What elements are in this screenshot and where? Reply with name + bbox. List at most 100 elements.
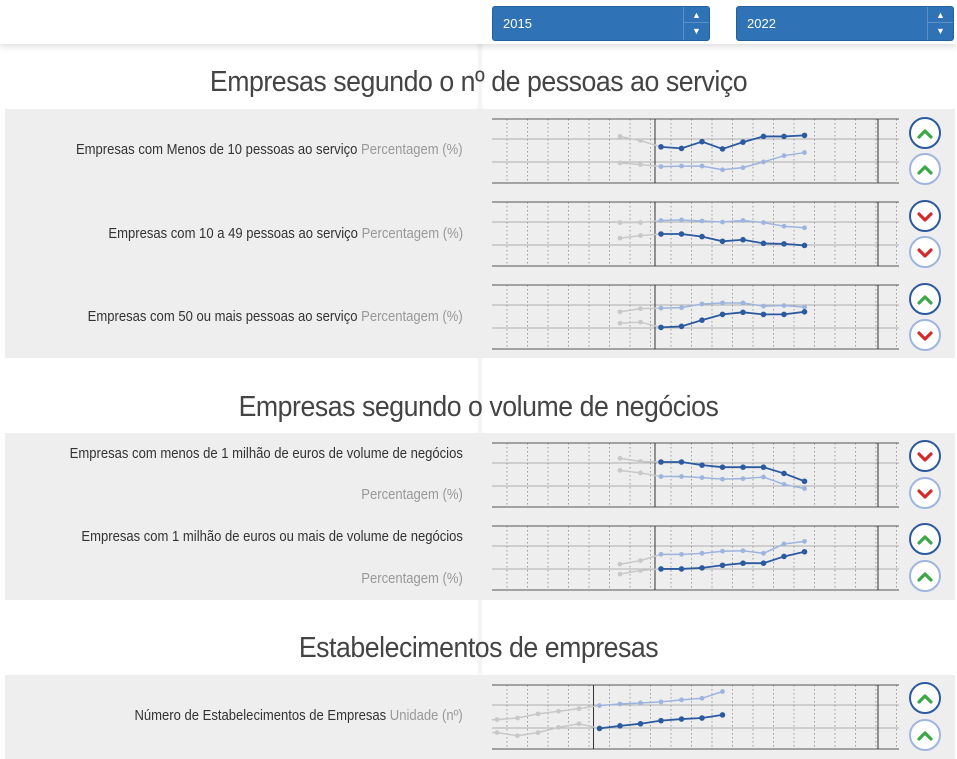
previous-period-point	[617, 160, 623, 166]
start-year-spin-controls: ▲ ▼	[683, 7, 709, 40]
previous-period-point	[576, 721, 582, 727]
start-year-spinner[interactable]: 2015 ▲ ▼	[492, 6, 710, 41]
series-point-dark	[699, 715, 705, 721]
series-point-light	[720, 689, 725, 694]
previous-period-point	[617, 571, 623, 577]
series-point-light	[761, 220, 766, 225]
trend-indicator	[909, 283, 941, 315]
series-point-light	[802, 150, 807, 155]
series-point-dark	[740, 309, 746, 316]
previous-period-point	[556, 708, 561, 714]
series-point-light	[781, 303, 787, 308]
series-point-light	[761, 550, 766, 556]
series-point-light	[720, 300, 725, 306]
chevron-up-icon	[917, 731, 933, 741]
panel-turnover	[5, 433, 955, 600]
series-point-light	[699, 475, 705, 480]
previous-period-point	[638, 306, 643, 312]
indicator-name: Empresas com 50 ou mais pessoas ao servi…	[87, 309, 358, 325]
indicator-name: Empresas com menos de 1 milhão de euros …	[69, 446, 463, 462]
series-point-dark	[678, 459, 685, 465]
series-point-dark	[658, 324, 664, 331]
chevron-down-icon	[917, 248, 933, 258]
end-year-spin-controls: ▲ ▼	[927, 7, 953, 40]
series-point-light	[699, 695, 705, 701]
series-point-light	[781, 481, 787, 487]
previous-period-point	[515, 733, 520, 739]
chevron-up-icon	[917, 129, 933, 139]
series-point-dark	[678, 566, 685, 572]
previous-period-point	[617, 467, 623, 473]
chevron-stroke	[917, 331, 933, 341]
sparkline-chart	[492, 284, 899, 350]
trend-indicator	[909, 117, 941, 149]
series-point-dark	[801, 548, 808, 555]
series-point-light	[720, 219, 725, 225]
sparkline-chart	[492, 684, 899, 750]
sparkline-chart	[492, 201, 899, 267]
series-point-dark	[760, 311, 767, 318]
indicator-name: Empresas com 1 milhão de euros ou mais d…	[81, 529, 463, 545]
series-point-light	[720, 476, 725, 482]
series-point-light	[658, 551, 664, 557]
series-point-dark	[658, 566, 664, 572]
end-year-down-icon[interactable]: ▼	[936, 26, 945, 36]
series-point-light	[740, 218, 746, 223]
series-point-dark	[658, 144, 664, 150]
indicator-unit: Percentagem (%)	[361, 487, 463, 503]
previous-period-point	[638, 162, 643, 167]
series-point-dark	[781, 470, 787, 477]
chevron-stroke	[917, 165, 933, 175]
indicator-label: Empresas com 10 a 49 pessoas ao serviço …	[108, 226, 463, 242]
previous-period-point	[576, 706, 582, 712]
previous-period-point	[638, 233, 643, 238]
series-point-dark	[801, 242, 808, 249]
column-divider	[476, 44, 484, 759]
indicator-label: Empresas com 50 ou mais pessoas ao servi…	[88, 309, 463, 325]
chevron-stroke	[917, 248, 933, 258]
start-year-value: 2015	[503, 16, 532, 31]
end-year-spinner[interactable]: 2022 ▲ ▼	[736, 6, 954, 41]
series-line-dark	[661, 233, 805, 247]
end-year-up-icon[interactable]: ▲	[928, 7, 953, 23]
previous-period-point	[638, 138, 643, 143]
section-title-establishments: Estabelecimentos de empresas	[298, 632, 659, 664]
panel-employees	[5, 109, 955, 358]
series-point-light	[679, 217, 684, 223]
series-point-dark	[699, 138, 705, 145]
indicator-unit: Percentagem (%)	[361, 571, 463, 587]
series-line-dark	[661, 550, 805, 570]
section-title-employees: Empresas segundo o nº de pessoas ao serv…	[209, 66, 748, 98]
series-point-dark	[740, 139, 746, 145]
start-year-down-icon[interactable]: ▼	[692, 26, 701, 36]
series-point-dark	[719, 712, 726, 718]
chevron-stroke	[917, 731, 933, 741]
series-point-dark	[699, 462, 705, 468]
series-point-light	[781, 541, 787, 547]
previous-period-point	[556, 725, 561, 730]
series-point-dark	[781, 553, 787, 560]
previous-period-point	[617, 455, 623, 461]
previous-period-point	[535, 730, 541, 735]
end-year-value: 2022	[747, 16, 776, 31]
chevron-down-icon	[917, 452, 933, 462]
series-point-dark	[658, 459, 664, 465]
chevron-up-icon	[917, 295, 933, 305]
indicator-name: Número de Estabelecimentos de Empresas	[134, 708, 387, 724]
series-point-dark	[760, 560, 767, 566]
series-point-dark	[740, 464, 746, 470]
series-point-dark	[699, 565, 705, 571]
previous-period-point	[535, 711, 541, 717]
series-point-dark	[678, 231, 685, 237]
trend-indicator	[909, 477, 941, 509]
series-point-light	[781, 153, 787, 159]
previous-period-point	[638, 470, 643, 476]
series-point-dark	[637, 720, 644, 727]
series-point-light	[802, 225, 807, 231]
previous-period-point	[638, 220, 643, 225]
series-line-light	[661, 475, 805, 490]
series-point-dark	[678, 716, 685, 722]
start-year-up-icon[interactable]: ▲	[684, 7, 709, 23]
previous-period-point	[494, 730, 500, 735]
series-line-dark	[661, 461, 805, 483]
